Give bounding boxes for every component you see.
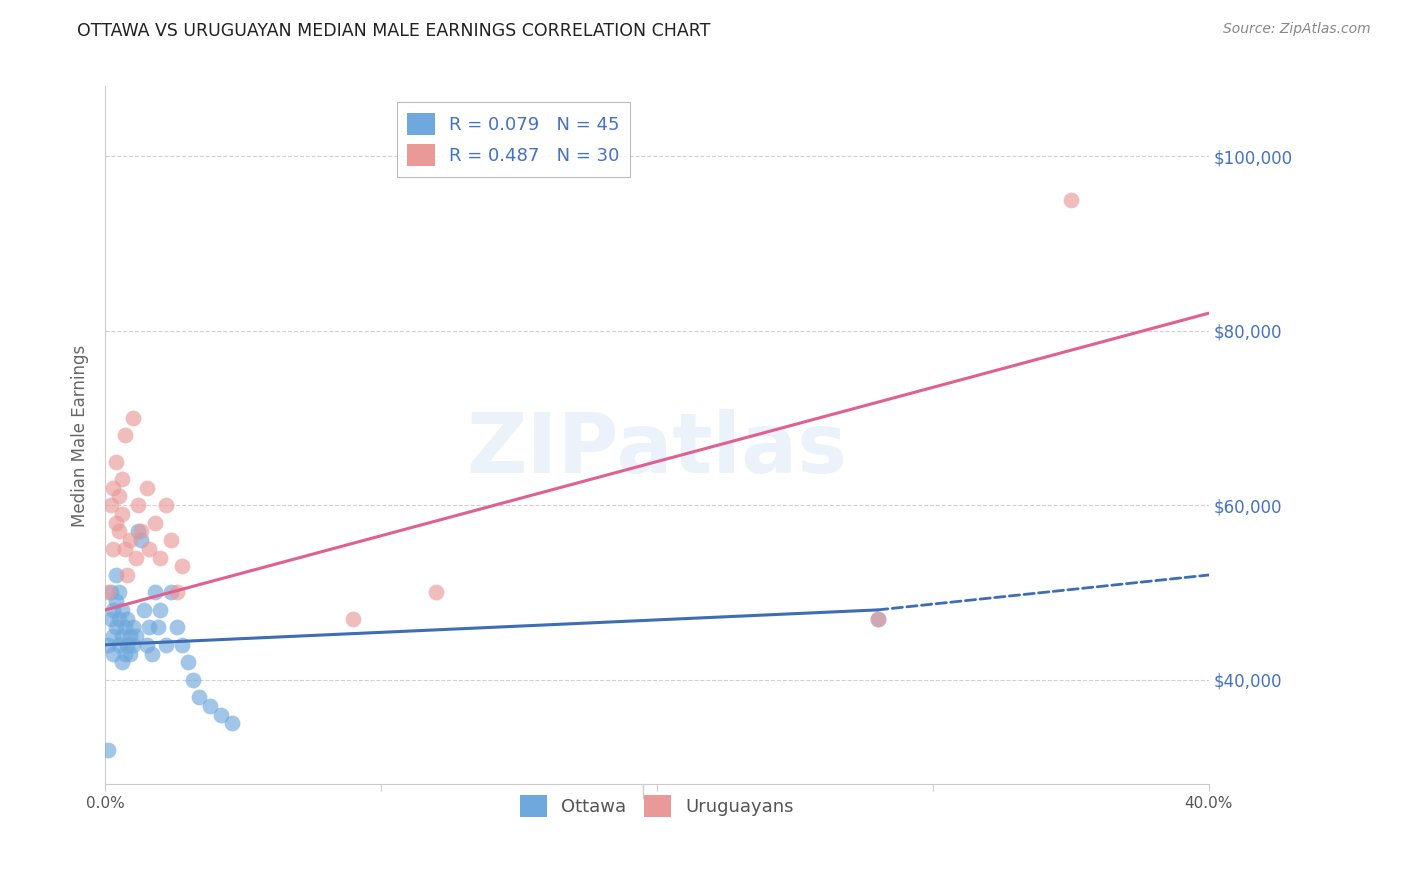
Point bbox=[342, 612, 364, 626]
Point bbox=[866, 612, 889, 626]
Point bbox=[188, 690, 211, 705]
Point bbox=[146, 620, 169, 634]
Point bbox=[425, 585, 447, 599]
Point bbox=[135, 638, 157, 652]
Point bbox=[166, 585, 188, 599]
Text: OTTAWA VS URUGUAYAN MEDIAN MALE EARNINGS CORRELATION CHART: OTTAWA VS URUGUAYAN MEDIAN MALE EARNINGS… bbox=[77, 22, 710, 40]
Point bbox=[111, 507, 134, 521]
Point bbox=[121, 411, 143, 425]
Point bbox=[111, 629, 134, 643]
Point bbox=[141, 647, 163, 661]
Point bbox=[114, 620, 136, 634]
Point bbox=[143, 516, 166, 530]
Point bbox=[132, 603, 155, 617]
Point bbox=[172, 638, 194, 652]
Point bbox=[160, 533, 183, 547]
Point bbox=[138, 620, 160, 634]
Point bbox=[108, 585, 131, 599]
Point bbox=[100, 498, 122, 512]
Point bbox=[108, 524, 131, 539]
Point bbox=[183, 673, 205, 687]
Point bbox=[866, 612, 889, 626]
Point bbox=[103, 629, 125, 643]
Text: Source: ZipAtlas.com: Source: ZipAtlas.com bbox=[1223, 22, 1371, 37]
Point bbox=[121, 620, 143, 634]
Point bbox=[177, 655, 200, 669]
Point bbox=[103, 647, 125, 661]
Point bbox=[105, 454, 128, 468]
Point bbox=[155, 498, 177, 512]
Point bbox=[111, 603, 134, 617]
Point bbox=[149, 550, 172, 565]
Point bbox=[111, 472, 134, 486]
Point bbox=[209, 707, 232, 722]
Point bbox=[105, 594, 128, 608]
Point bbox=[103, 481, 125, 495]
Point bbox=[105, 620, 128, 634]
Point bbox=[108, 612, 131, 626]
Point bbox=[111, 655, 134, 669]
Point bbox=[108, 638, 131, 652]
Point bbox=[108, 490, 131, 504]
Point bbox=[105, 568, 128, 582]
Point bbox=[198, 698, 221, 713]
Point bbox=[118, 647, 141, 661]
Point bbox=[138, 541, 160, 556]
Point bbox=[117, 568, 139, 582]
Point bbox=[114, 647, 136, 661]
Point bbox=[1060, 193, 1083, 207]
Point bbox=[124, 629, 146, 643]
Point bbox=[97, 585, 120, 599]
Point bbox=[117, 638, 139, 652]
Point bbox=[149, 603, 172, 617]
Point bbox=[121, 638, 143, 652]
Point bbox=[118, 533, 141, 547]
Point bbox=[155, 638, 177, 652]
Point bbox=[103, 541, 125, 556]
Legend: Ottawa, Uruguayans: Ottawa, Uruguayans bbox=[512, 788, 801, 824]
Point bbox=[114, 541, 136, 556]
Point bbox=[100, 585, 122, 599]
Point bbox=[127, 498, 149, 512]
Point bbox=[135, 481, 157, 495]
Point bbox=[124, 550, 146, 565]
Point bbox=[114, 428, 136, 442]
Point bbox=[166, 620, 188, 634]
Point bbox=[103, 603, 125, 617]
Point bbox=[117, 612, 139, 626]
Point bbox=[97, 742, 120, 756]
Point bbox=[143, 585, 166, 599]
Text: ZIPatlas: ZIPatlas bbox=[467, 409, 848, 490]
Point bbox=[105, 516, 128, 530]
Point bbox=[221, 716, 243, 731]
Point bbox=[97, 638, 120, 652]
Point bbox=[129, 533, 152, 547]
Y-axis label: Median Male Earnings: Median Male Earnings bbox=[72, 344, 89, 526]
Point bbox=[100, 612, 122, 626]
Point bbox=[172, 559, 194, 574]
Point bbox=[127, 524, 149, 539]
Point bbox=[129, 524, 152, 539]
Point bbox=[160, 585, 183, 599]
Point bbox=[118, 629, 141, 643]
